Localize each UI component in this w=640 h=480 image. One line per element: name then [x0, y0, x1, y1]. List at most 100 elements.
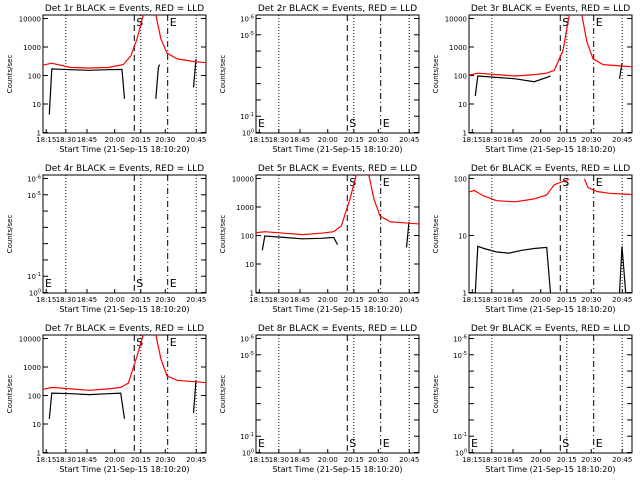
y-axis-label: Counts/sec [432, 375, 440, 414]
x-tick-label: 18:30 [482, 136, 502, 144]
y-tick-label: 1 [463, 290, 467, 298]
marker-e-left: E [471, 437, 478, 450]
x-tick-label: 18:45 [503, 456, 523, 464]
x-tick-label: 18:30 [269, 296, 289, 304]
x-tick-label: 20:00 [531, 456, 551, 464]
lld-line-seg1 [581, 15, 632, 68]
y-axis-label: Counts/sec [6, 55, 14, 94]
plot-frame [255, 174, 420, 294]
x-tick-label: 20:00 [531, 136, 551, 144]
x-tick-label: 18:45 [503, 136, 523, 144]
y-tick-label: 10-1 [27, 272, 41, 281]
events-line-seg0 [48, 68, 126, 115]
x-axis-label: Start Time (21-Sep-15 18:10:20) [59, 465, 189, 474]
y-tick-label: 100 [242, 129, 254, 138]
plot-frame [255, 334, 420, 454]
y-tick-label: 10 [458, 233, 467, 241]
x-tick-label: 20:45 [612, 296, 632, 304]
x-tick-label: 18:15 [249, 456, 269, 464]
events-line-seg0 [261, 235, 339, 251]
lld-line-seg0 [43, 335, 144, 391]
x-tick-label: 18:45 [503, 296, 523, 304]
x-tick-label: 20:15 [131, 296, 151, 304]
panel-title: Det 4r BLACK = Events, RED = LLD [45, 164, 204, 174]
x-tick-label: 20:15 [557, 136, 577, 144]
marker-s: S [136, 336, 143, 349]
events-line-seg0 [474, 75, 551, 96]
marker-s: S [136, 16, 143, 29]
x-tick-label: 20:30 [155, 136, 175, 144]
panel-title: Det 3r BLACK = Events, RED = LLD [471, 4, 630, 14]
y-tick-label: 10000 [19, 16, 41, 24]
y-tick-label: 10-6 [453, 335, 467, 344]
x-tick-label: 18:15 [36, 456, 56, 464]
x-tick-label: 18:45 [290, 456, 310, 464]
x-tick-label: 20:15 [557, 296, 577, 304]
x-tick-label: 18:15 [462, 296, 482, 304]
marker-e: E [170, 16, 177, 29]
y-tick-label: 10-1 [240, 432, 254, 441]
y-tick-label: 10000 [232, 176, 254, 184]
y-axis-label: Counts/sec [432, 55, 440, 94]
y-axis-label: Counts/sec [432, 215, 440, 254]
x-tick-label: 18:30 [56, 296, 76, 304]
x-tick-label: 18:30 [269, 136, 289, 144]
y-tick-label: 100 [29, 289, 41, 298]
x-tick-label: 20:45 [186, 296, 206, 304]
x-axis-label: Start Time (21-Sep-15 18:10:20) [272, 145, 402, 154]
y-tick-label: 100 [28, 393, 41, 401]
x-axis-label: Start Time (21-Sep-15 18:10:20) [59, 305, 189, 314]
marker-e: E [383, 176, 390, 189]
y-axis-label: Counts/sec [219, 375, 227, 414]
x-tick-label: 18:30 [56, 136, 76, 144]
x-tick-label: 20:00 [318, 456, 338, 464]
y-tick-label: 10000 [445, 16, 467, 24]
x-tick-label: 18:45 [77, 136, 97, 144]
y-tick-label: 10-5 [240, 31, 254, 40]
x-axis-label: Start Time (21-Sep-15 18:10:20) [485, 145, 615, 154]
x-tick-label: 20:30 [155, 456, 175, 464]
marker-e: E [170, 336, 177, 349]
marker-e: E [596, 16, 603, 29]
y-axis-label: Counts/sec [219, 215, 227, 254]
lld-line-seg1 [155, 335, 206, 384]
y-tick-label: 10 [32, 101, 41, 109]
x-tick-label: 20:15 [344, 296, 364, 304]
events-line-seg2 [192, 58, 197, 88]
marker-e: E [596, 176, 603, 189]
plot-frame [255, 14, 420, 134]
marker-s: S [562, 176, 569, 189]
x-tick-label: 20:00 [318, 296, 338, 304]
x-tick-label: 20:45 [399, 136, 419, 144]
x-tick-label: 18:45 [77, 296, 97, 304]
x-tick-label: 20:30 [581, 136, 601, 144]
panel-title: Det 1r BLACK = Events, RED = LLD [45, 4, 204, 14]
x-tick-label: 20:45 [399, 456, 419, 464]
lld-line-seg1 [155, 15, 206, 64]
x-tick-label: 18:15 [249, 296, 269, 304]
y-tick-label: 10 [458, 101, 467, 109]
lld-line-seg0 [469, 15, 570, 77]
panel-title: Det 7r BLACK = Events, RED = LLD [45, 324, 204, 334]
lld-line-seg0 [43, 15, 144, 69]
marker-s: S [349, 176, 356, 189]
x-axis-label: Start Time (21-Sep-15 18:10:20) [59, 145, 189, 154]
x-tick-label: 20:00 [531, 296, 551, 304]
marker-e: E [170, 277, 177, 290]
marker-e-left: E [258, 117, 265, 130]
panel-7: Det 7r BLACK = Events, RED = LLD 18:15 18:… [6, 324, 207, 474]
y-tick-label: 10 [245, 261, 254, 269]
x-axis-label: Start Time (21-Sep-15 18:10:20) [272, 305, 402, 314]
marker-e: E [596, 437, 603, 450]
y-tick-label: 10-6 [240, 335, 254, 344]
x-tick-label: 18:15 [462, 136, 482, 144]
x-tick-label: 18:30 [482, 456, 502, 464]
x-tick-label: 20:30 [368, 456, 388, 464]
x-tick-label: 18:45 [77, 456, 97, 464]
panel-title: Det 6r BLACK = Events, RED = LLD [471, 164, 630, 174]
y-tick-label: 10 [32, 421, 41, 429]
